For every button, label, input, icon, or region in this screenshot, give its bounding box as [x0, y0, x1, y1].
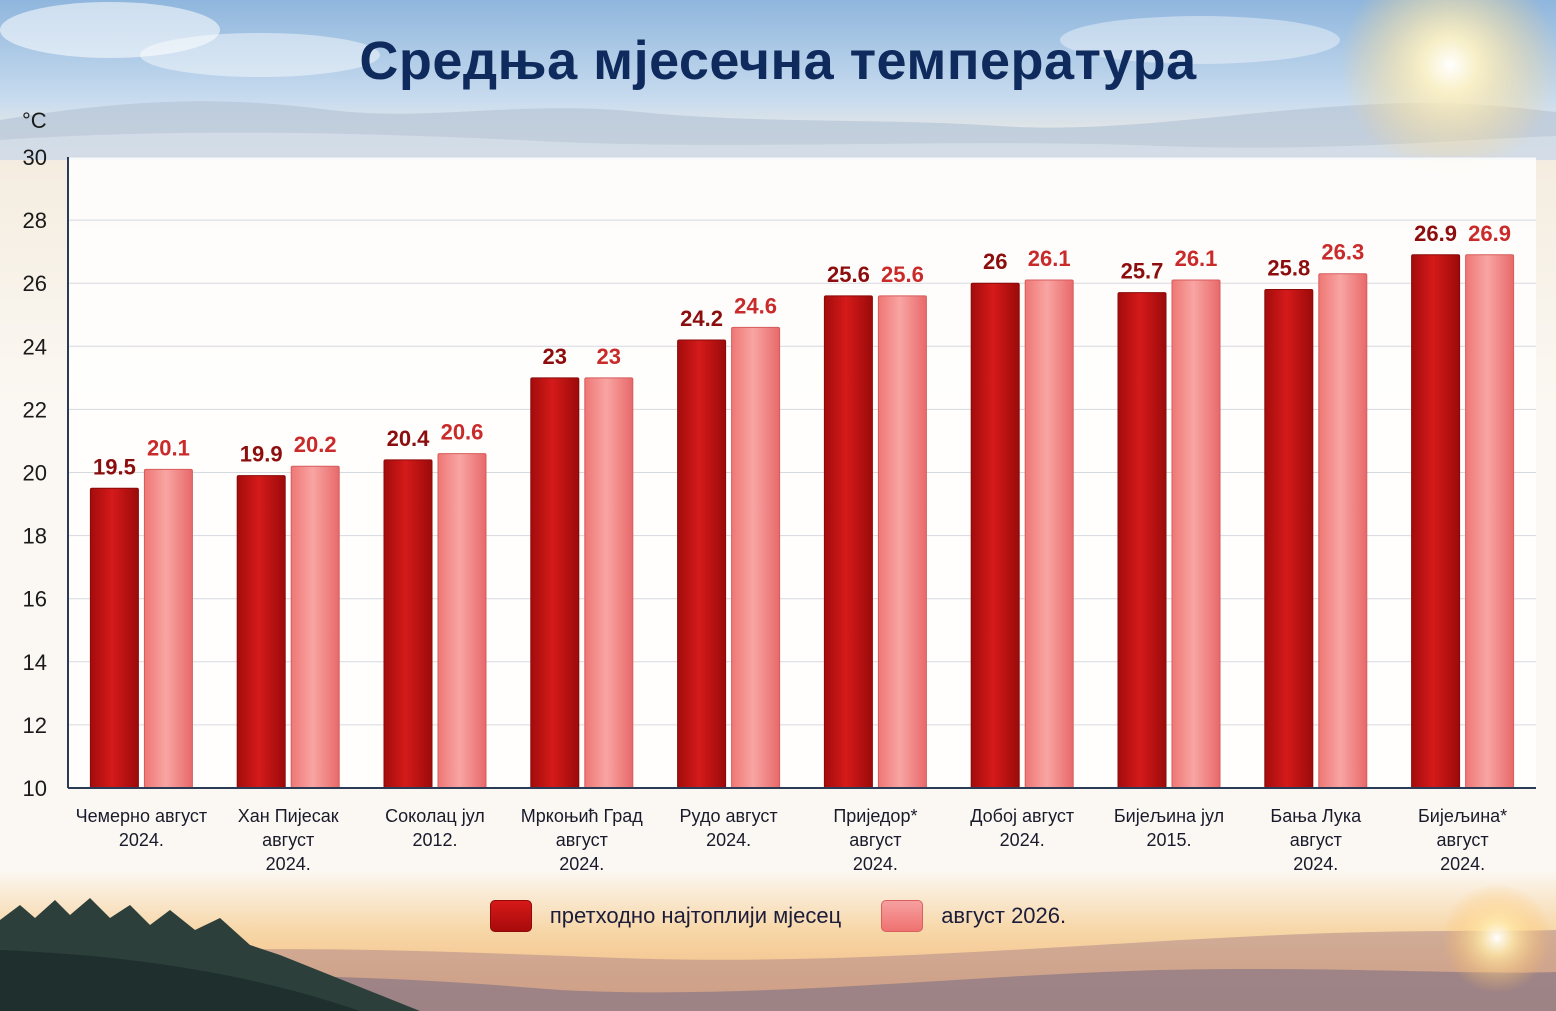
y-tick-label: 30 — [23, 145, 47, 170]
cloud-decoration — [0, 2, 1340, 77]
data-label-2026: 26.9 — [1468, 221, 1511, 246]
y-tick-label: 14 — [23, 650, 47, 675]
bar-2026 — [290, 465, 340, 789]
bar-2026 — [877, 295, 927, 789]
data-label-2026: 26.1 — [1028, 246, 1071, 271]
x-category-label: 2024. — [266, 854, 311, 874]
x-category-label: 2024. — [706, 830, 751, 850]
data-label-previous: 24.2 — [680, 306, 723, 331]
x-category-label: август — [556, 830, 608, 850]
y-tick-label: 10 — [23, 776, 47, 801]
x-category-label: 2024. — [1293, 854, 1338, 874]
bar-previous — [236, 475, 286, 789]
x-category-label: август — [262, 830, 314, 850]
data-label-2026: 20.6 — [441, 420, 484, 445]
data-label-2026: 23 — [597, 344, 621, 369]
bar-previous — [970, 282, 1020, 789]
data-label-previous: 25.8 — [1267, 256, 1310, 281]
data-label-2026: 26.1 — [1175, 246, 1218, 271]
x-category-label: Хан Пијесак — [238, 806, 339, 826]
bar-2026 — [584, 377, 634, 789]
bars — [89, 254, 1515, 789]
sun-icon — [1340, 0, 1556, 175]
y-tick-label: 20 — [23, 461, 47, 486]
x-category-label: 2015. — [1146, 830, 1191, 850]
x-category-label: 2024. — [1000, 830, 1045, 850]
y-tick-label: 18 — [23, 524, 47, 549]
data-label-2026: 25.6 — [881, 262, 924, 287]
bar-previous — [677, 339, 727, 789]
bar-previous — [1264, 289, 1314, 789]
x-category-label: август — [1437, 830, 1489, 850]
bar-previous — [823, 295, 873, 789]
legend-item-previous: претходно најтоплији мјесец — [489, 900, 842, 932]
x-category-label: Мркоњић Град — [521, 806, 644, 826]
bar-2026 — [731, 326, 781, 789]
y-axis-unit-label: °C — [22, 108, 47, 133]
x-category-label: 2024. — [559, 854, 604, 874]
chart-title: Средња мјесечна температура — [359, 31, 1197, 91]
x-category-label: Бања Лука — [1270, 806, 1362, 826]
x-category-label: 2024. — [853, 854, 898, 874]
data-label-previous: 20.4 — [387, 426, 431, 451]
y-tick-label: 26 — [23, 271, 47, 296]
chart-legend: претходно најтоплији мјесец август 2026. — [0, 900, 1556, 932]
bar-previous — [1117, 292, 1167, 789]
bar-previous — [1411, 254, 1461, 789]
x-category-label: август — [849, 830, 901, 850]
data-labels: 19.5 20.1 19.9 20.2 20.4 20.6 23 23 24.2 24.6 25.6… — [93, 221, 1511, 479]
data-label-2026: 26.3 — [1321, 240, 1364, 265]
y-tick-label: 24 — [23, 334, 47, 359]
y-tick-label: 22 — [23, 397, 47, 422]
data-label-previous: 25.7 — [1121, 259, 1164, 284]
bar-2026 — [1465, 254, 1515, 789]
y-tick-label: 16 — [23, 587, 47, 612]
data-label-previous: 19.5 — [93, 454, 136, 479]
bar-previous — [383, 459, 433, 789]
data-label-previous: 26.9 — [1414, 221, 1457, 246]
bar-previous — [89, 487, 139, 789]
x-category-label: Соколац јул — [385, 806, 485, 826]
x-category-label: 2024. — [1440, 854, 1485, 874]
y-tick-label: 12 — [23, 713, 47, 738]
data-label-previous: 26 — [983, 249, 1007, 274]
grid-lines — [68, 156, 1536, 789]
x-axis-categories: Чемерно август 2024. Хан Пијесак август 2024… — [76, 806, 1508, 874]
y-tick-label: 28 — [23, 208, 47, 233]
x-category-label: Приједор* — [833, 806, 917, 826]
x-category-label: 2012. — [412, 830, 457, 850]
bar-2026 — [143, 468, 193, 789]
legend-item-2026: август 2026. — [881, 900, 1066, 932]
data-label-previous: 25.6 — [827, 262, 870, 287]
x-category-label: Бијељина* — [1418, 806, 1507, 826]
x-category-label: 2024. — [119, 830, 164, 850]
bottom-mountains-decoration — [0, 898, 1556, 1011]
y-axis-ticks: 10 12 14 16 18 20 22 24 26 28 30 — [23, 145, 47, 801]
legend-swatch-previous — [489, 900, 532, 932]
data-label-previous: 19.9 — [240, 442, 283, 467]
data-label-2026: 20.2 — [294, 432, 337, 457]
x-category-label: Добој август — [970, 806, 1074, 826]
bar-2026 — [1318, 273, 1368, 789]
legend-label-previous: претходно најтоплији мјесец — [549, 903, 842, 928]
x-category-label: Рудо август — [680, 806, 778, 826]
data-label-2026: 20.1 — [147, 435, 190, 460]
bar-2026 — [437, 453, 487, 789]
legend-label-2026: август 2026. — [941, 903, 1067, 928]
sunset-icon — [1442, 883, 1552, 993]
legend-swatch-2026 — [881, 900, 924, 932]
x-category-label: Чемерно август — [76, 806, 208, 826]
bar-2026 — [1024, 279, 1074, 789]
data-label-2026: 24.6 — [734, 293, 777, 318]
x-category-label: Бијељина јул — [1114, 806, 1224, 826]
top-mountains-decoration — [0, 101, 1556, 160]
bar-2026 — [1171, 279, 1221, 789]
bar-previous — [530, 377, 580, 789]
data-label-previous: 23 — [543, 344, 567, 369]
x-category-label: август — [1290, 830, 1342, 850]
